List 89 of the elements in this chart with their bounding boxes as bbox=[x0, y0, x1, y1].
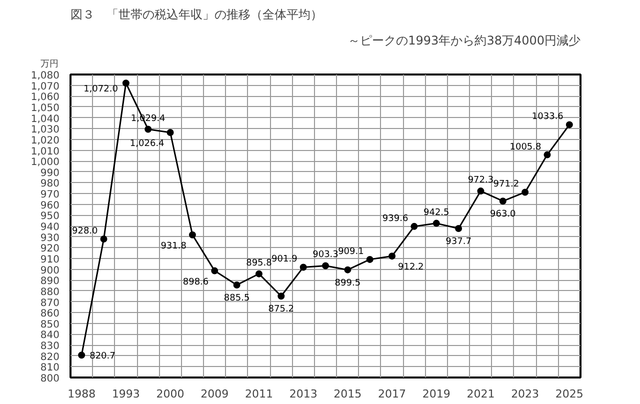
x-tick-label: 2023 bbox=[511, 388, 540, 400]
data-label: 1005.8 bbox=[510, 142, 542, 152]
point bbox=[211, 267, 218, 274]
y-tick-label: 870 bbox=[40, 298, 60, 309]
y-tick-label: 810 bbox=[40, 362, 60, 374]
y-tick-label: 860 bbox=[40, 308, 60, 320]
x-tick-label: 2013 bbox=[289, 388, 318, 400]
x-tick-label: 2009 bbox=[200, 388, 229, 400]
point bbox=[278, 292, 285, 300]
point bbox=[522, 188, 529, 196]
point bbox=[255, 270, 262, 278]
data-label: 1033.6 bbox=[532, 112, 564, 122]
data-label: 937.7 bbox=[446, 236, 472, 247]
x-tick-label: 2011 bbox=[244, 388, 273, 400]
data-label: 928.0 bbox=[72, 226, 98, 236]
x-tick-label: 2021 bbox=[466, 388, 495, 400]
y-tick-label: 830 bbox=[40, 341, 60, 352]
y-tick-label: 970 bbox=[40, 190, 60, 201]
y-tick-label: 840 bbox=[40, 330, 60, 342]
x-tick-label: 2019 bbox=[422, 388, 450, 400]
data-label: 885.5 bbox=[224, 293, 250, 304]
chart-subtitle: ～ピークの1993年から約38万4000円減少 bbox=[348, 34, 581, 48]
point bbox=[410, 222, 418, 230]
x-tick-label: 2000 bbox=[156, 388, 184, 400]
y-tick-label: 1,080 bbox=[30, 70, 60, 82]
data-label: 899.5 bbox=[334, 278, 361, 288]
data-label: 1,026.4 bbox=[130, 139, 165, 150]
data-label: 820.7 bbox=[90, 352, 116, 362]
data-label: 1,072.0 bbox=[84, 84, 118, 95]
y-tick-label: 1,070 bbox=[30, 81, 60, 92]
y-tick-label: 990 bbox=[40, 168, 60, 179]
data-label: 903.3 bbox=[312, 250, 338, 260]
y-tick-label: 890 bbox=[40, 276, 60, 288]
point bbox=[78, 352, 86, 359]
point bbox=[455, 224, 462, 232]
point bbox=[388, 252, 396, 260]
data-label: 875.2 bbox=[268, 304, 294, 315]
y-tick-label: 1,000 bbox=[30, 157, 60, 168]
data-label: 939.6 bbox=[382, 214, 408, 224]
point bbox=[432, 220, 440, 227]
y-tick-label: 920 bbox=[40, 244, 60, 255]
y-tick-label: 1,030 bbox=[30, 124, 60, 136]
y-tick-label: 880 bbox=[40, 286, 60, 298]
data-label: 901.9 bbox=[272, 254, 298, 265]
point bbox=[188, 231, 196, 238]
y-tick-label: 820 bbox=[40, 352, 60, 363]
y-tick-label: 1,020 bbox=[30, 135, 60, 146]
point bbox=[122, 80, 130, 87]
data-label: 909.1 bbox=[338, 246, 364, 257]
data-label: 931.8 bbox=[160, 241, 187, 252]
y-tick-label: 1,060 bbox=[30, 92, 60, 104]
chart-title: 図３ 「世帯の税込年収」の推移（全体平均） bbox=[70, 8, 322, 22]
y-tick-label: 800 bbox=[40, 374, 60, 384]
point bbox=[544, 151, 551, 158]
y-axis-title: 万円 bbox=[40, 60, 58, 70]
x-tick-label: 2025 bbox=[555, 388, 584, 400]
point bbox=[166, 129, 174, 136]
y-tick-label: 1,010 bbox=[30, 146, 60, 158]
data-label: 912.2 bbox=[398, 262, 424, 273]
point bbox=[300, 264, 307, 271]
y-tick-label: 960 bbox=[40, 200, 60, 212]
data-label: 942.5 bbox=[423, 208, 450, 218]
x-tick-label: 2017 bbox=[378, 388, 406, 400]
y-tick-label: 1,040 bbox=[30, 114, 60, 125]
point bbox=[322, 262, 329, 270]
point bbox=[233, 281, 240, 288]
point bbox=[344, 266, 352, 274]
y-tick-label: 940 bbox=[40, 222, 60, 233]
data-label: 963.0 bbox=[490, 210, 516, 220]
x-tick-label: 2015 bbox=[334, 388, 362, 400]
data-label: 898.6 bbox=[182, 277, 209, 288]
point bbox=[499, 198, 506, 205]
y-tick-label: 930 bbox=[40, 232, 60, 244]
point bbox=[144, 126, 152, 133]
data-label: 971.2 bbox=[493, 180, 520, 190]
x-tick-label: 1993 bbox=[112, 388, 140, 400]
point bbox=[366, 256, 374, 263]
point bbox=[566, 121, 573, 128]
y-tick-label: 980 bbox=[40, 178, 60, 190]
x-tick-label: 1988 bbox=[68, 388, 96, 400]
point bbox=[100, 235, 108, 242]
point bbox=[477, 188, 484, 195]
data-label: 895.8 bbox=[246, 258, 272, 268]
y-tick-label: 910 bbox=[40, 254, 60, 266]
data-label: 972.3 bbox=[468, 176, 494, 186]
y-tick-label: 950 bbox=[40, 211, 60, 222]
y-tick-label: 900 bbox=[40, 265, 60, 276]
y-tick-label: 850 bbox=[40, 319, 60, 330]
y-tick-label: 1,050 bbox=[30, 102, 60, 114]
